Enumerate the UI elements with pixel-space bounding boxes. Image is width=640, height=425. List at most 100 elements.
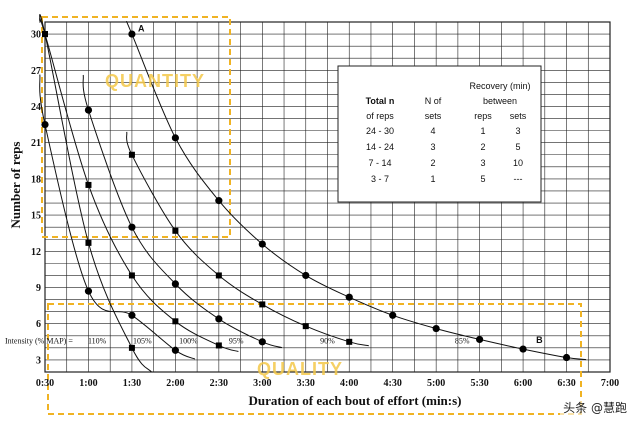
x-tick-label: 5:00: [427, 378, 445, 389]
point-label: A: [138, 24, 145, 34]
data-point: [84, 106, 93, 114]
series-line-2: [39, 18, 239, 352]
data-point: [128, 311, 136, 319]
y-axis-title: Number of reps: [8, 142, 23, 229]
quantity-zone: [41, 16, 231, 238]
data-point: [346, 338, 353, 345]
x-tick-label: 2:30: [210, 378, 228, 389]
watermark: 头条 @慧跑: [560, 398, 630, 417]
intensity-labels: Intensity (% MAP) = 110% 105% 100% 95% 90% 85%: [5, 337, 470, 346]
series-markers: [41, 30, 571, 362]
x-tick-label: 5:30: [470, 378, 488, 389]
table-cell: 1: [430, 174, 435, 184]
table-cell: 7 - 14: [368, 158, 391, 168]
y-tick-label: 30: [31, 30, 41, 41]
x-tick-label: 2:00: [166, 378, 184, 389]
quantity-zone-label: QUANTITY: [105, 71, 205, 91]
table-cell: 1: [480, 126, 485, 136]
data-point: [302, 323, 309, 330]
data-point: [85, 181, 92, 188]
x-tick-label: 3:30: [297, 378, 315, 389]
data-point: [128, 151, 135, 158]
y-tick-label: 15: [31, 211, 41, 222]
table-cell: between: [483, 96, 517, 106]
inset-recovery-table: Recovery (min) Total n N of between of reps s…: [337, 65, 542, 203]
data-point: [215, 272, 222, 279]
data-point: [389, 311, 397, 319]
data-point: [41, 120, 49, 129]
series-line-0: [39, 14, 152, 373]
y-axis-ticks: 3 6 9 12 15 18 21 24 27 30: [31, 30, 41, 367]
y-tick-label: 12: [31, 247, 41, 258]
data-point: [215, 342, 222, 349]
data-point: [215, 315, 223, 323]
intensity-label: 110%: [88, 337, 107, 346]
data-point: [128, 272, 135, 279]
data-point: [258, 338, 266, 346]
table-cell: 3 - 7: [371, 174, 389, 184]
quality-zone: [47, 303, 582, 415]
intensity-caption: Intensity (% MAP) =: [5, 337, 73, 346]
highlight-zones: [41, 16, 582, 415]
data-point: [345, 293, 353, 301]
data-point: [172, 318, 179, 325]
table-cell: sets: [510, 111, 527, 121]
point-label: B: [536, 335, 543, 345]
table-cell: of reps: [366, 111, 394, 121]
table-cell: 2: [480, 142, 485, 152]
table-cell: 14 - 24: [366, 142, 394, 152]
data-point: [84, 287, 93, 295]
table-cell: Total n: [366, 96, 395, 106]
x-tick-label: 3:00: [253, 378, 271, 389]
x-tick-label: 4:30: [384, 378, 402, 389]
intensity-label: 85%: [455, 337, 470, 346]
table-cell: 4: [430, 126, 435, 136]
series-line-3: [82, 74, 283, 349]
x-tick-label: 4:00: [340, 378, 358, 389]
intensity-label: 90%: [320, 337, 335, 346]
y-tick-label: 21: [31, 138, 41, 149]
table-cell: 10: [513, 158, 523, 168]
table-cell: 3: [480, 158, 485, 168]
x-tick-label: 7:00: [601, 378, 619, 389]
data-point: [42, 31, 48, 38]
data-point: [519, 345, 527, 353]
table-cell: 5: [480, 174, 485, 184]
table-cell: N of: [425, 96, 442, 106]
data-point: [432, 324, 440, 333]
data-point: [128, 223, 136, 231]
table-cell: 24 - 30: [366, 126, 394, 136]
table-cell: ---: [514, 174, 523, 184]
data-point: [215, 197, 223, 205]
y-tick-label: 6: [36, 319, 41, 330]
quality-zone-label: QUALITY: [257, 359, 343, 379]
data-point: [259, 301, 266, 308]
y-tick-label: 24: [31, 102, 41, 113]
data-point: [476, 335, 484, 344]
x-tick-label: 6:30: [557, 378, 575, 389]
intensity-label: 100%: [179, 337, 198, 346]
x-axis-ticks: 0:30 1:00 1:30 2:00 2:30 3:00 3:30 4:00 4:30 5:00…: [36, 378, 619, 389]
table-cell: sets: [425, 111, 442, 121]
x-tick-label: 6:00: [514, 378, 532, 389]
data-point: [171, 134, 179, 142]
y-tick-label: 3: [36, 355, 41, 366]
point-labels: AB: [138, 24, 543, 345]
intensity-label: 105%: [133, 337, 152, 346]
data-point: [171, 346, 179, 354]
data-point: [85, 239, 92, 246]
y-tick-label: 27: [31, 66, 41, 77]
table-cell: Recovery (min): [469, 81, 530, 91]
x-tick-label: 0:30: [36, 378, 54, 389]
data-point: [562, 353, 571, 362]
y-tick-label: 9: [36, 283, 41, 294]
x-tick-label: 1:00: [79, 378, 97, 389]
table-cell: 3: [515, 126, 520, 136]
table-cell: reps: [474, 111, 492, 121]
data-point: [172, 227, 179, 234]
data-point: [302, 271, 310, 280]
data-point: [171, 280, 179, 288]
table-cell: 2: [430, 158, 435, 168]
table-cell: 5: [515, 142, 520, 152]
